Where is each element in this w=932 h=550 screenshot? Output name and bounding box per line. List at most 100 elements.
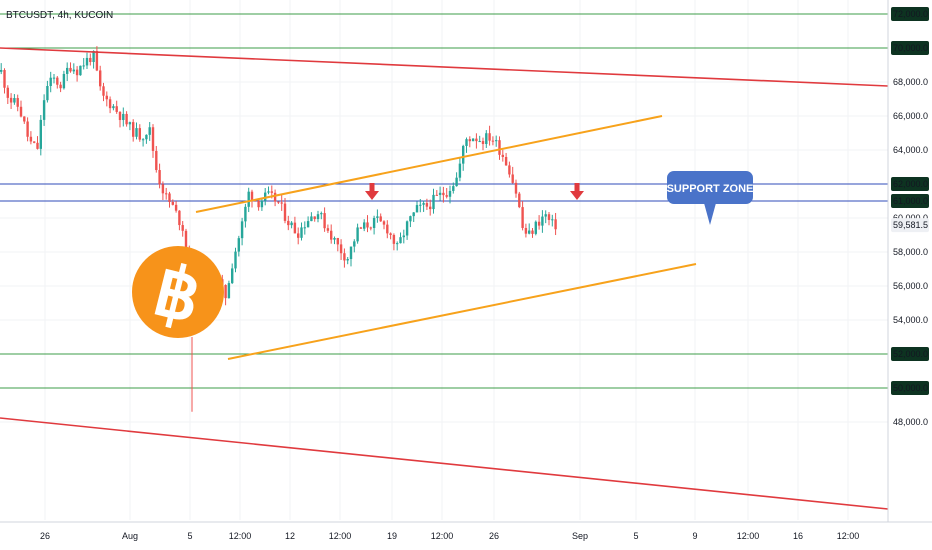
candle-body: [66, 67, 69, 74]
y-tick-label: 60,000.0: [893, 213, 928, 223]
level-price-tag: [891, 177, 929, 191]
x-tick-label: 19: [387, 531, 397, 541]
candle-body: [488, 133, 491, 141]
candle-body: [82, 65, 85, 67]
overlay-layer: [0, 47, 889, 510]
candle-body: [125, 113, 128, 125]
candle-body: [359, 227, 363, 229]
candle-body: [250, 191, 254, 201]
candle-body: [353, 241, 356, 247]
callout-box: [667, 171, 753, 204]
candle-body: [356, 227, 359, 242]
candle-body: [145, 134, 148, 140]
candle-body: [330, 230, 333, 240]
candle-body: [389, 233, 392, 235]
candle-body: [277, 201, 280, 203]
candle-body: [554, 219, 557, 230]
candle-body: [13, 98, 16, 103]
candle-body: [287, 220, 290, 226]
candle-body: [112, 106, 115, 109]
x-tick-label: 26: [40, 531, 50, 541]
candle-body: [363, 222, 366, 229]
candle-body: [247, 191, 250, 207]
candle-body: [382, 221, 386, 225]
candle-body: [178, 210, 181, 226]
candle-body: [165, 193, 168, 195]
y-tick-label: 64,000.0: [893, 145, 928, 155]
candle-body: [475, 138, 478, 142]
bitcoin-logo-icon: ฿: [132, 246, 224, 338]
candle-body: [85, 57, 89, 66]
candle-body: [273, 192, 277, 202]
candle-body: [26, 121, 29, 137]
candle-body: [425, 203, 429, 207]
candle-body: [511, 174, 514, 183]
candle-body: [478, 141, 481, 143]
candle-body: [455, 177, 458, 187]
candle-body: [432, 194, 435, 210]
candle-body: [498, 140, 501, 155]
x-tick-label: 16: [793, 531, 803, 541]
channel-lower-line: [227, 263, 697, 360]
candle-body: [283, 203, 287, 221]
candle-body: [42, 100, 46, 120]
candle-body: [313, 216, 316, 220]
candle-body: [544, 214, 547, 217]
candle-body: [336, 237, 339, 245]
down-arrow-icon: [570, 183, 584, 200]
candle-body: [306, 221, 310, 228]
x-tick-label: 9: [692, 531, 697, 541]
level-price-tag: [891, 7, 929, 21]
candle-body: [135, 128, 138, 137]
candle-body: [310, 216, 313, 222]
candle-body: [75, 69, 79, 76]
x-tick-label: 26: [489, 531, 499, 541]
candle-body: [231, 268, 234, 284]
x-tick-label: 12: [285, 531, 295, 541]
candle-body: [62, 73, 66, 89]
candle-body: [141, 139, 145, 141]
candle-body: [244, 206, 247, 222]
candle-body: [115, 106, 118, 112]
candle-body: [79, 65, 82, 76]
candle-body: [23, 116, 26, 122]
candle-body: [399, 237, 402, 244]
candle-body: [234, 251, 237, 269]
y-tick-label: 72,000.0: [893, 9, 928, 19]
candle-body: [396, 243, 399, 245]
y-axis-background: [888, 0, 932, 550]
candle-body: [99, 70, 102, 87]
candle-body: [366, 222, 369, 228]
callout-label: SUPPORT ZONE: [667, 183, 754, 195]
candle-body: [290, 222, 293, 226]
candle-body: [462, 145, 465, 164]
candle-body: [151, 127, 155, 151]
candle-body: [323, 213, 326, 229]
candle-body: [102, 86, 105, 96]
last-price-tag: [891, 218, 929, 233]
arrow-head: [365, 191, 379, 200]
level-price-tag: [891, 41, 929, 55]
candle-body: [108, 99, 112, 109]
candle-body: [49, 77, 52, 86]
candle-body: [438, 192, 442, 195]
annotation-layer: SUPPORT ZONE ฿: [132, 171, 753, 338]
candle-body: [39, 119, 42, 149]
candle-body: [36, 142, 39, 149]
candle-body: [174, 204, 178, 211]
candle-body: [369, 227, 372, 229]
candle-body: [379, 216, 382, 222]
candle-body: [227, 283, 231, 299]
x-tick-label: Aug: [122, 531, 138, 541]
candle-body: [392, 234, 396, 244]
candle-body: [168, 193, 171, 202]
candle-body: [541, 216, 544, 226]
candle-body: [181, 225, 184, 231]
y-tick-label: 56,000.0: [893, 281, 928, 291]
candle-body: [161, 184, 165, 194]
candle-body: [412, 212, 415, 217]
candle-body: [491, 140, 495, 142]
